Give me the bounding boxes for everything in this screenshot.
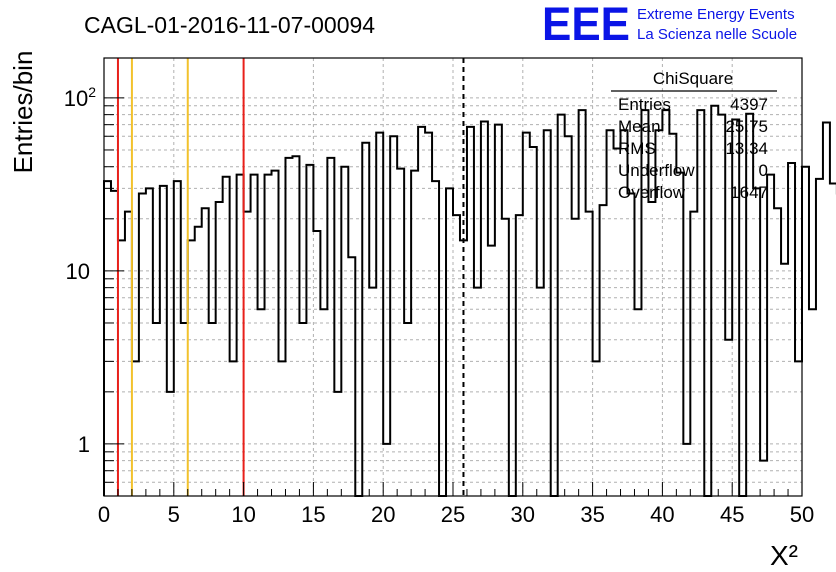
logo-line-2: La Scienza nelle Scuole — [637, 26, 797, 43]
stats-row-label: Entries — [618, 95, 671, 114]
grid-lines — [104, 58, 802, 496]
stats-row-label: Overflow — [618, 183, 686, 202]
x-tick-label: 5 — [168, 502, 180, 527]
x-tick-label: 40 — [650, 502, 674, 527]
eee-logo: EEE Extreme Energy Events La Scienza nel… — [542, 0, 797, 50]
x-tick-label: 45 — [720, 502, 744, 527]
x-tick-label: 20 — [371, 502, 395, 527]
x-tick-label: 25 — [441, 502, 465, 527]
stats-row-label: Underflow — [618, 161, 695, 180]
stats-row-value: 0 — [759, 161, 768, 180]
stats-row-value: 4397 — [730, 95, 768, 114]
y-tick-label: 102 — [64, 84, 96, 111]
x-tick-label: 15 — [301, 502, 325, 527]
stats-box-title: ChiSquare — [653, 69, 733, 88]
x-tick-label: 50 — [790, 502, 814, 527]
stats-row-value: 25.75 — [725, 117, 768, 136]
stats-box-rows: Entries 4397 Mean 25.75 RMS 13.34 Underflow 0 Ov… — [618, 95, 768, 202]
stats-box: ChiSquare Entries 4397 Mean 25.75 RMS 13.34 Un… — [611, 69, 777, 202]
stats-row-label: RMS — [618, 139, 656, 158]
reference-lines — [116, 58, 465, 496]
x-tick-labels: 0 5 10 15 20 25 30 35 40 45 50 — [98, 502, 814, 527]
histogram-bars — [103, 104, 836, 497]
logo-line-1: Extreme Energy Events — [637, 6, 795, 23]
x-axis-label: X² — [770, 540, 798, 571]
y-axis-label: Entries/bin — [8, 51, 38, 174]
y-tick-label: 10 — [66, 259, 90, 284]
x-tick-label: 10 — [231, 502, 255, 527]
chart-title: CAGL-01-2016-11-07-00094 — [84, 12, 375, 38]
stats-row-value: 13.34 — [725, 139, 768, 158]
x-tick-label: 35 — [580, 502, 604, 527]
axis-ticks — [103, 97, 803, 496]
x-tick-label: 30 — [511, 502, 535, 527]
x-tick-label: 0 — [98, 502, 110, 527]
stats-row-value: 1647 — [730, 183, 768, 202]
y-tick-labels: 1 10 102 — [64, 84, 96, 457]
histogram-outline — [103, 104, 836, 497]
logo-eee-text: EEE — [542, 0, 630, 50]
y-tick-label: 1 — [78, 432, 90, 457]
stats-row-label: Mean — [618, 117, 661, 136]
